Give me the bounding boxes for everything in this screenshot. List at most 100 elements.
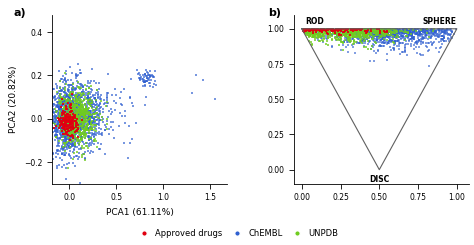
Point bbox=[373, 30, 380, 34]
Point bbox=[371, 27, 378, 31]
Point bbox=[51, 138, 59, 142]
Point bbox=[199, 78, 207, 82]
Point bbox=[301, 27, 309, 31]
Point bbox=[359, 27, 367, 31]
Point bbox=[56, 106, 64, 110]
Point bbox=[319, 30, 327, 34]
Point bbox=[65, 144, 73, 148]
Point bbox=[348, 31, 356, 35]
Point bbox=[343, 28, 351, 32]
Point bbox=[63, 111, 70, 115]
Point bbox=[64, 102, 71, 106]
Point bbox=[57, 118, 64, 122]
Point bbox=[371, 29, 378, 33]
Point bbox=[82, 124, 90, 128]
Point bbox=[362, 28, 369, 32]
Point bbox=[91, 115, 98, 119]
Point bbox=[387, 29, 394, 33]
Point bbox=[377, 38, 384, 42]
Point bbox=[369, 42, 377, 46]
Point bbox=[365, 27, 373, 31]
Point bbox=[139, 84, 146, 88]
Point bbox=[337, 30, 345, 34]
Point bbox=[45, 111, 52, 115]
Point bbox=[312, 28, 320, 32]
Point bbox=[58, 125, 65, 129]
Point bbox=[63, 124, 71, 128]
Point bbox=[303, 28, 311, 32]
Point bbox=[65, 140, 73, 144]
Point bbox=[355, 29, 362, 33]
Point bbox=[372, 41, 380, 45]
Point bbox=[402, 28, 410, 32]
Point bbox=[420, 28, 428, 32]
Point bbox=[398, 41, 406, 45]
Point bbox=[42, 122, 49, 126]
Point bbox=[312, 28, 319, 32]
Point bbox=[304, 27, 311, 31]
Point bbox=[79, 104, 86, 108]
Point bbox=[81, 120, 88, 124]
Point bbox=[66, 107, 74, 111]
Point bbox=[76, 113, 83, 117]
Point bbox=[359, 32, 366, 36]
Point bbox=[375, 28, 383, 32]
Point bbox=[68, 118, 76, 122]
Point bbox=[83, 116, 91, 120]
Point bbox=[317, 29, 324, 33]
Point bbox=[87, 101, 94, 105]
Point bbox=[72, 112, 79, 116]
Point bbox=[356, 27, 364, 31]
Point bbox=[377, 27, 384, 31]
Point bbox=[70, 143, 77, 147]
Point bbox=[73, 74, 80, 78]
Point bbox=[385, 28, 393, 32]
Point bbox=[52, 151, 60, 155]
Point bbox=[49, 110, 56, 114]
Point bbox=[435, 35, 443, 38]
Point bbox=[92, 81, 100, 85]
Point bbox=[59, 121, 67, 125]
Point bbox=[384, 41, 392, 45]
Point bbox=[399, 35, 406, 38]
Point bbox=[153, 83, 160, 87]
Point bbox=[357, 30, 365, 34]
Point bbox=[299, 27, 307, 31]
Point bbox=[327, 27, 335, 31]
Point bbox=[68, 110, 76, 114]
Point bbox=[71, 114, 78, 118]
Point bbox=[65, 117, 73, 121]
Point bbox=[435, 33, 443, 37]
Point bbox=[377, 29, 384, 33]
Point bbox=[76, 121, 83, 125]
Point bbox=[58, 97, 66, 101]
Point bbox=[51, 121, 58, 125]
Point bbox=[92, 122, 100, 126]
Point bbox=[68, 111, 76, 115]
Point bbox=[378, 27, 385, 31]
Point bbox=[68, 103, 76, 107]
Point bbox=[70, 134, 78, 138]
Point bbox=[343, 29, 351, 33]
Point bbox=[66, 125, 73, 129]
Point bbox=[145, 81, 153, 85]
Point bbox=[53, 86, 61, 90]
Point bbox=[72, 106, 79, 110]
Point bbox=[108, 93, 116, 97]
Point bbox=[91, 105, 98, 109]
Point bbox=[64, 136, 72, 140]
Point bbox=[308, 35, 315, 39]
Point bbox=[86, 131, 93, 135]
Point bbox=[81, 132, 89, 136]
Point bbox=[65, 110, 73, 114]
Point bbox=[75, 138, 83, 142]
Point bbox=[91, 139, 98, 143]
Point bbox=[379, 30, 386, 34]
Point bbox=[346, 37, 354, 40]
Point bbox=[64, 127, 71, 131]
Point bbox=[419, 36, 427, 40]
Point bbox=[403, 35, 410, 39]
Point bbox=[56, 85, 64, 89]
Point bbox=[438, 31, 445, 35]
Point bbox=[60, 122, 68, 126]
